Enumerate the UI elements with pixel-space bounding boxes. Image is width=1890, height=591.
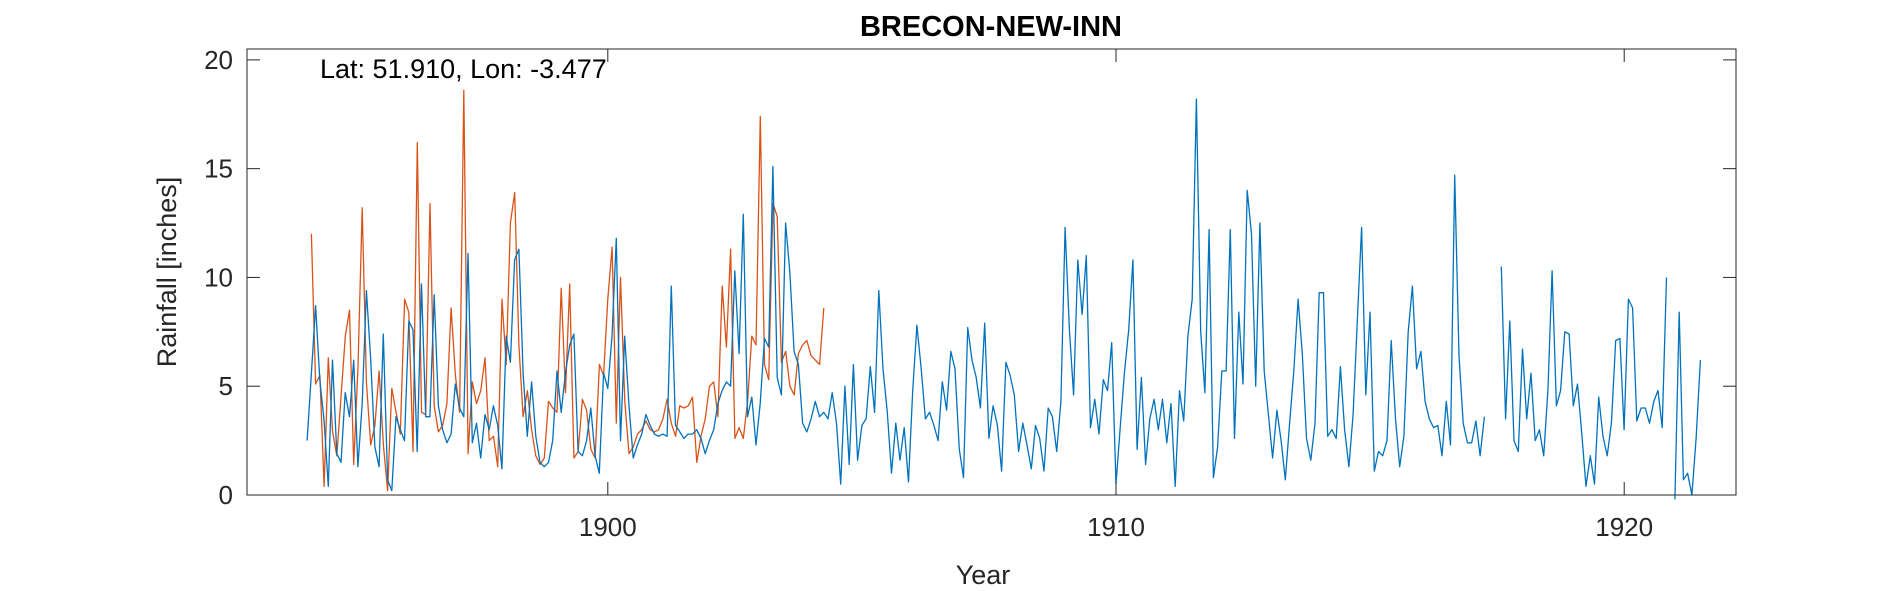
- x-tick-label: 1910: [1087, 512, 1145, 542]
- plot-frame: [246, 48, 1737, 496]
- y-tick-label: 10: [204, 262, 233, 292]
- location-annotation: Lat: 51.910, Lon: -3.477: [320, 54, 607, 84]
- y-tick-label: 0: [219, 480, 233, 510]
- plot-area: [247, 49, 1736, 495]
- x-tick-label: 1920: [1595, 512, 1653, 542]
- y-tick-label: 5: [219, 371, 233, 401]
- chart-title: BRECON-NEW-INN: [860, 11, 1122, 43]
- series-line-1: [306, 98, 1702, 500]
- y-tick-label: 15: [204, 154, 233, 184]
- tick-layer: 0 5 10 15 20 1900 1910 1920: [204, 45, 1736, 542]
- y-axis-label: Rainfall [inches]: [152, 177, 182, 368]
- x-axis-label: Year: [956, 560, 1011, 590]
- x-tick-label: 1900: [579, 512, 637, 542]
- series-line-2: [310, 89, 825, 492]
- y-tick-label: 20: [204, 45, 233, 75]
- series-layer: [306, 89, 1702, 500]
